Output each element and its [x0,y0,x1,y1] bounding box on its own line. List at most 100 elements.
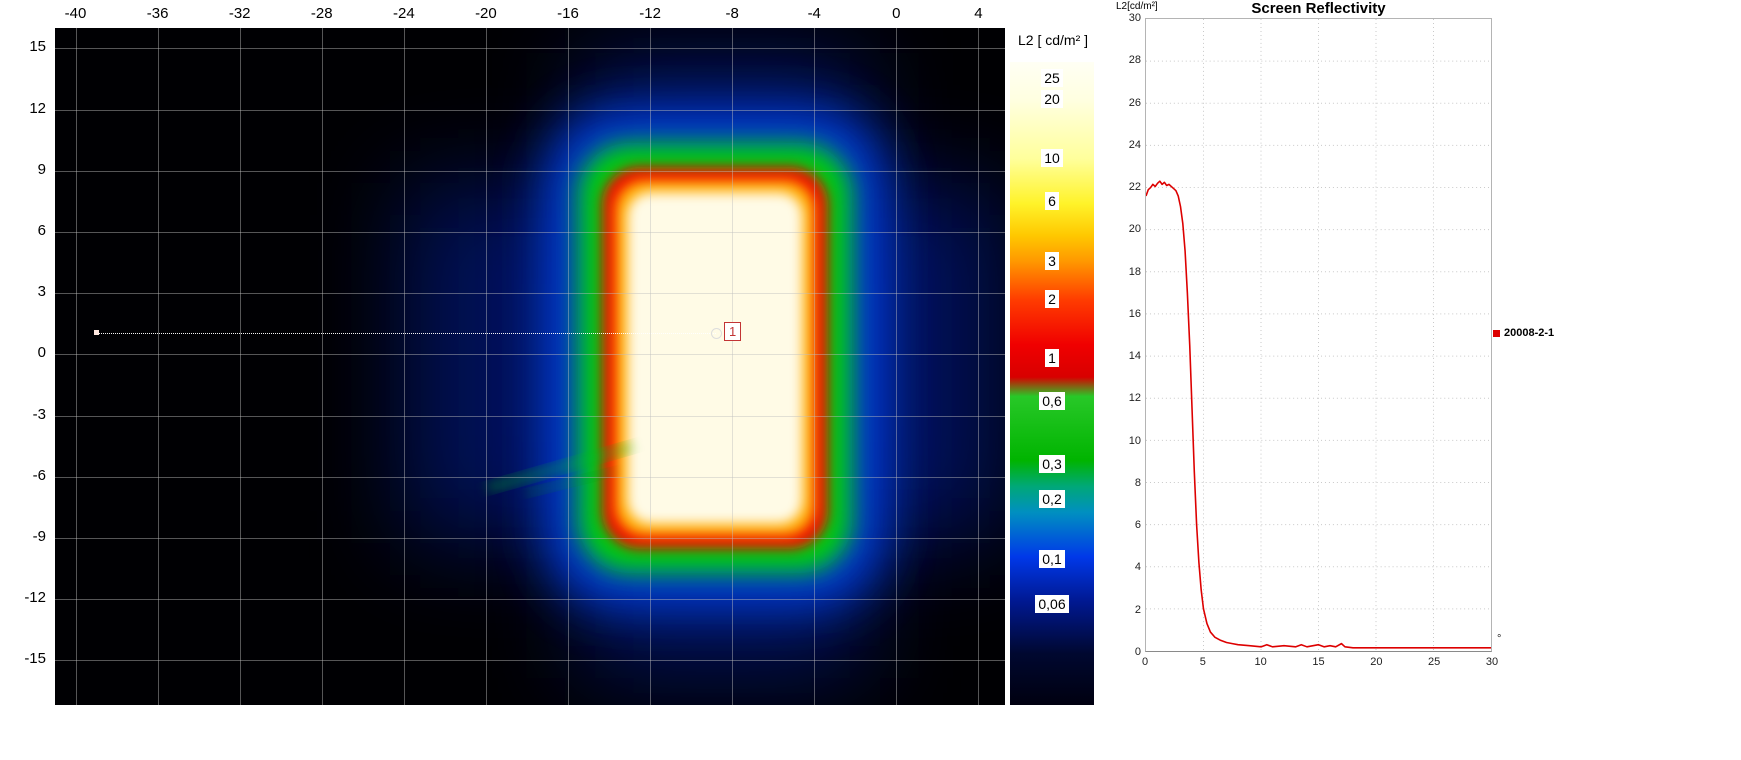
luminance-map-plot[interactable]: 1 [55,28,1005,705]
y-tick-label: 20 [1128,223,1141,236]
colorbar-tick-label: 6 [1010,191,1094,211]
measurement-line-end-handle[interactable] [711,328,722,339]
gridline-horizontal [55,599,1005,601]
y-tick-label: -12 [24,589,46,607]
y-tick-label: 30 [1128,12,1141,24]
legend-series-label: 20008-2-1 [1504,327,1555,339]
gridline-vertical [732,28,734,705]
reflectivity-curve [1146,19,1491,651]
gridline-vertical [814,28,816,705]
y-tick-label: 9 [37,160,46,178]
legend: 20008-2-1 [1493,327,1554,339]
luminance-map-panel: -40 -36 -32 -28 -24 -20 -16 -12 -8 -4 0 4 15 12 9 6 3 0-… [0,0,1100,720]
y-tick-label: 0 [1134,646,1141,658]
gridline-vertical [157,28,159,705]
gridline-horizontal [55,170,1005,172]
gridline-vertical [896,28,898,705]
x-tick-label: 25 [1428,656,1441,668]
x-tick-label: -12 [639,5,661,22]
y-tick-label: 4 [1134,561,1141,574]
y-tick-label: 3 [37,283,46,301]
y-tick-label: 12 [1128,392,1141,405]
y-tick-label: -6 [32,466,46,484]
y-tick-label: 16 [1128,307,1141,320]
x-tick-label: 4 [974,5,983,22]
gridline-horizontal [55,232,1005,233]
colorbar-tick-label: 10 [1010,149,1094,168]
measurement-line-label[interactable]: 1 [724,322,742,341]
y-tick-label: 15 [29,38,46,56]
gridline-horizontal [55,476,1005,478]
gridline-vertical [485,28,487,705]
x-tick-label: -16 [557,5,579,22]
y-tick-label: 6 [1134,519,1141,532]
gridline-vertical [978,28,980,705]
x-tick-label: 15 [1312,656,1325,668]
colorbar-title: L2 [ cd/m² ] [1017,32,1089,48]
x-tick-label: 0 [1141,656,1149,668]
gridline-horizontal [55,538,1005,539]
x-tick-label: -32 [228,5,251,22]
luminance-map-grid [55,28,1005,705]
y-tick-label: 24 [1128,138,1141,151]
colorbar-tick-label: 25 [1010,69,1094,88]
x-tick-label: -24 [392,5,415,22]
x-axis-unit-label: ° [1497,633,1502,645]
x-tick-label: -36 [146,5,169,22]
y-tick-label: -9 [32,528,46,545]
y-tick-label: 28 [1128,54,1141,67]
colorbar-tick-label: 0,3 [1010,454,1094,474]
x-tick-label: -20 [475,5,497,22]
gridline-vertical [239,28,241,705]
colorbar-tick-label: 20 [1010,90,1094,109]
gridline-vertical [650,28,652,705]
reflectivity-y-axis-label: L2[cd/m²] [1116,1,1158,12]
x-tick-label: 10 [1254,656,1267,668]
gridline-horizontal [55,48,1005,50]
luminance-map-x-axis: -40 -36 -32 -28 -24 -20 -16 -12 -8 -4 0 4 [0,0,1100,28]
colorbar-tick-label: 0,06 [1010,595,1094,614]
reflectivity-panel: Screen Reflectivity L2[cd/m²] 30 28 26 24 22… [1100,0,1741,760]
legend-series-marker [1493,329,1500,337]
gridline-vertical [568,28,569,705]
luminance-map-y-axis: 15 12 9 6 3 0 -3 -6 -9 -12 -15 [0,28,55,705]
y-tick-label: 18 [1128,265,1141,278]
gridline-vertical [75,28,77,705]
x-tick-label: -40 [64,5,87,22]
x-tick-label: -28 [310,5,333,22]
colorbar: L2 [ cd/m² ] 25 20 10 6 3 2 1 0,6 0,3 0,2 0,1 0,06 [1006,30,1100,720]
y-tick-label: 6 [37,222,46,239]
reflectivity-plot[interactable] [1145,18,1492,652]
colorbar-tick-label: 3 [1010,252,1094,271]
x-tick-label: -8 [725,5,739,22]
y-tick-label: 12 [29,99,46,117]
x-tick-label: 5 [1199,656,1206,668]
gridline-horizontal [55,109,1005,111]
colorbar-tick-label: 0,6 [1010,391,1094,411]
y-tick-label: 14 [1128,350,1141,363]
y-tick-label: -15 [24,650,46,668]
colorbar-tick-label: 1 [1010,348,1094,368]
y-tick-label: 8 [1134,476,1141,489]
measurement-line [96,333,716,334]
y-tick-label: 26 [1128,96,1141,109]
measurement-line-start-handle[interactable] [94,330,99,335]
gridline-horizontal [55,660,1005,662]
gridline-vertical [321,28,323,705]
gridline-horizontal [55,293,1005,295]
y-tick-label: -3 [32,405,46,423]
reflectivity-chart-title: Screen Reflectivity [1251,0,1386,17]
x-tick-label: -4 [807,5,821,22]
gridline-horizontal [55,415,1005,417]
colorbar-tick-label: 0,1 [1010,550,1094,569]
colorbar-tick-label: 0,2 [1010,489,1094,509]
gridline-vertical [403,28,405,705]
luminance-false-color-image [55,28,1005,705]
y-tick-label: 10 [1128,434,1141,447]
y-tick-label: 0 [37,344,46,362]
x-tick-label: 0 [892,5,901,22]
gridline-horizontal [55,354,1005,356]
y-tick-label: 22 [1128,181,1141,194]
x-tick-label: 30 [1485,656,1499,668]
